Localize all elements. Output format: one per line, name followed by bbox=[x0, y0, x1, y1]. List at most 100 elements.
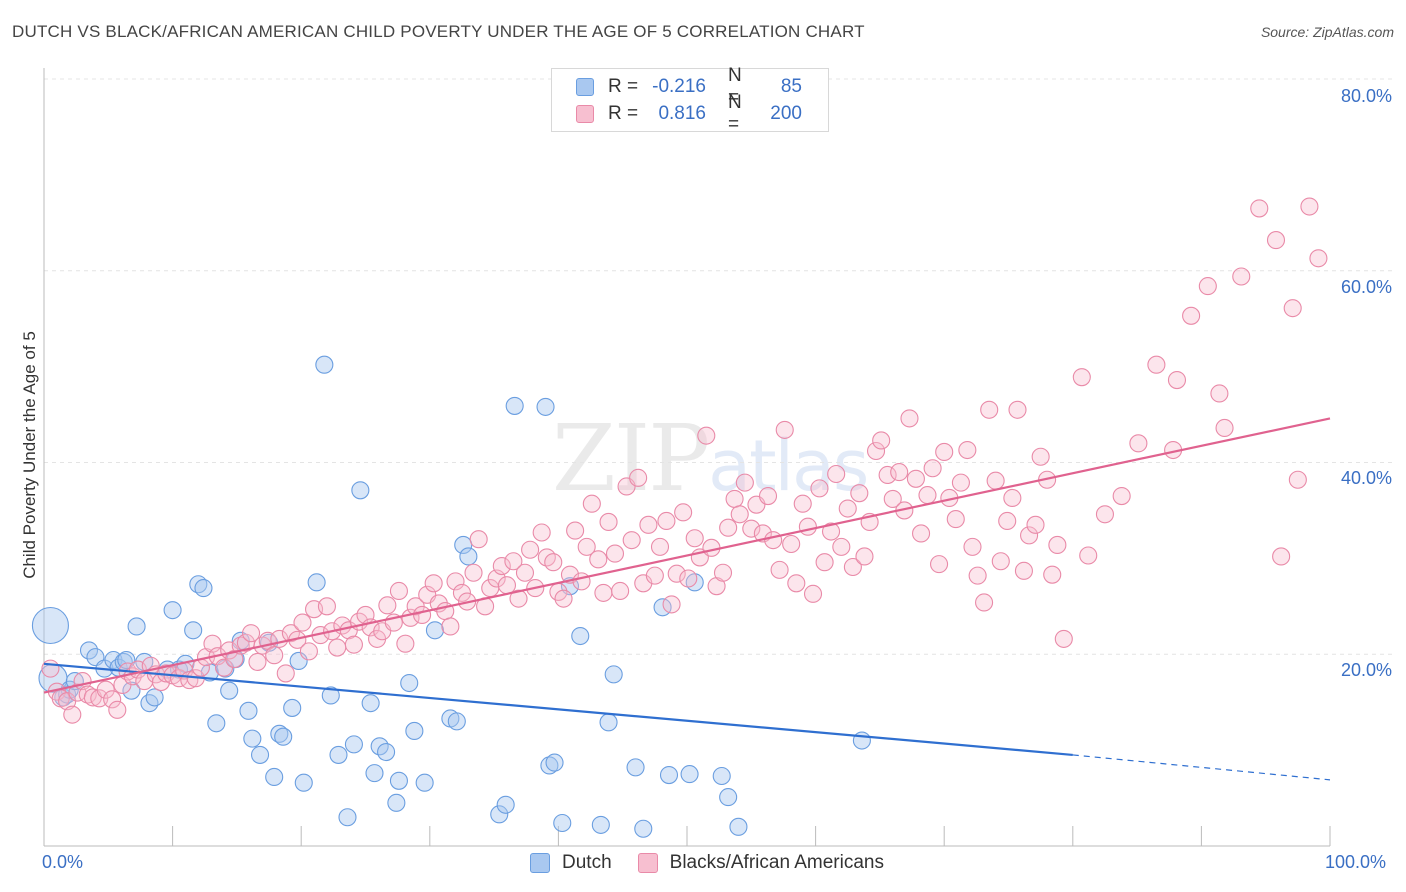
legend-swatch-black bbox=[576, 105, 594, 123]
black-point bbox=[572, 572, 591, 591]
dutch-point bbox=[127, 617, 146, 636]
black-point bbox=[504, 552, 523, 571]
black-point bbox=[582, 494, 601, 513]
black-point bbox=[1283, 299, 1302, 318]
dutch-point bbox=[365, 764, 384, 783]
black-point bbox=[1147, 355, 1166, 374]
black-point bbox=[798, 517, 817, 536]
dutch-point bbox=[283, 698, 302, 717]
black-point bbox=[378, 596, 397, 615]
black-point bbox=[946, 510, 965, 529]
black-point bbox=[293, 613, 312, 632]
black-point bbox=[975, 593, 994, 612]
legend-r-value: 0.816 bbox=[658, 103, 706, 124]
black-point bbox=[713, 563, 733, 582]
y-tick-label-20: 20.0% bbox=[1340, 660, 1392, 680]
black-point bbox=[1095, 505, 1114, 524]
legend-swatch-dutch bbox=[576, 78, 594, 96]
black-point bbox=[515, 563, 535, 582]
dutch-point bbox=[400, 673, 419, 693]
black-point bbox=[900, 409, 919, 428]
black-point bbox=[827, 464, 846, 484]
black-point bbox=[878, 465, 897, 485]
dutch-point bbox=[122, 681, 141, 700]
black-point bbox=[1210, 384, 1229, 403]
black-point bbox=[1112, 487, 1131, 506]
black-point bbox=[389, 581, 408, 601]
black-point bbox=[679, 569, 698, 588]
dutch-point bbox=[680, 765, 699, 784]
black-point bbox=[843, 557, 862, 577]
black-point bbox=[775, 420, 794, 439]
black-point bbox=[832, 537, 851, 556]
black-point bbox=[248, 652, 267, 671]
dutch-point bbox=[626, 758, 645, 777]
black-point bbox=[241, 624, 261, 643]
black-point bbox=[923, 459, 942, 478]
black-point bbox=[1198, 277, 1217, 296]
black-point bbox=[452, 583, 472, 602]
black-point bbox=[685, 529, 704, 548]
black-point bbox=[810, 479, 829, 498]
series-legend: Dutch Blacks/African Americans bbox=[530, 852, 910, 874]
black-point bbox=[1309, 249, 1328, 268]
y-axis-label: Child Poverty Under the Age of 5 bbox=[20, 331, 39, 579]
black-point bbox=[986, 471, 1005, 490]
black-point bbox=[1003, 488, 1022, 508]
dutch-point bbox=[536, 397, 555, 416]
black-point bbox=[492, 556, 511, 576]
black-point bbox=[787, 574, 806, 593]
legend-n-label: N = bbox=[728, 65, 742, 108]
black-point bbox=[63, 705, 82, 724]
black-point bbox=[299, 642, 318, 661]
black-point bbox=[605, 544, 625, 563]
black-point bbox=[968, 566, 987, 585]
series-swatch-dutch bbox=[530, 853, 550, 873]
black-point bbox=[838, 499, 857, 518]
series-label-black: Blacks/African Americans bbox=[669, 852, 884, 873]
black-point bbox=[906, 469, 925, 488]
dutch-point bbox=[553, 813, 572, 833]
black-point bbox=[1020, 526, 1039, 545]
black-point bbox=[742, 519, 761, 538]
legend-n-label: N = bbox=[728, 92, 742, 135]
black-point bbox=[265, 646, 284, 665]
black-point bbox=[276, 664, 295, 683]
dutch-point bbox=[852, 731, 871, 750]
black-trendline bbox=[43, 417, 1331, 694]
black-point bbox=[1266, 231, 1286, 250]
black-point bbox=[930, 555, 949, 574]
black-point bbox=[41, 659, 60, 678]
dutch-point bbox=[250, 745, 270, 764]
dutch-point bbox=[307, 573, 326, 592]
dutch-point bbox=[243, 729, 262, 748]
black-point bbox=[758, 487, 778, 506]
dutch-point bbox=[604, 665, 623, 684]
dutch-point bbox=[274, 727, 293, 746]
dutch-point bbox=[425, 621, 444, 640]
black-point bbox=[424, 574, 443, 593]
dutch-point bbox=[140, 694, 159, 713]
legend-r-label: R = bbox=[608, 76, 639, 97]
black-point bbox=[509, 589, 528, 608]
black-point bbox=[735, 473, 754, 492]
black-point bbox=[803, 584, 823, 603]
black-point bbox=[935, 442, 954, 462]
black-point bbox=[1026, 515, 1045, 534]
dutch-point bbox=[540, 756, 559, 775]
black-point bbox=[566, 521, 585, 540]
black-point bbox=[918, 486, 937, 505]
black-point bbox=[544, 553, 563, 572]
black-point bbox=[1288, 470, 1307, 489]
black-point bbox=[980, 400, 999, 419]
dutch-point bbox=[361, 694, 380, 713]
dutch-point bbox=[415, 773, 434, 792]
dutch-point bbox=[719, 788, 738, 807]
black-point bbox=[577, 537, 596, 556]
black-point bbox=[1008, 400, 1027, 419]
dutch-point bbox=[351, 481, 370, 500]
black-point bbox=[963, 537, 982, 556]
black-point bbox=[1232, 267, 1251, 286]
black-point bbox=[497, 576, 517, 595]
